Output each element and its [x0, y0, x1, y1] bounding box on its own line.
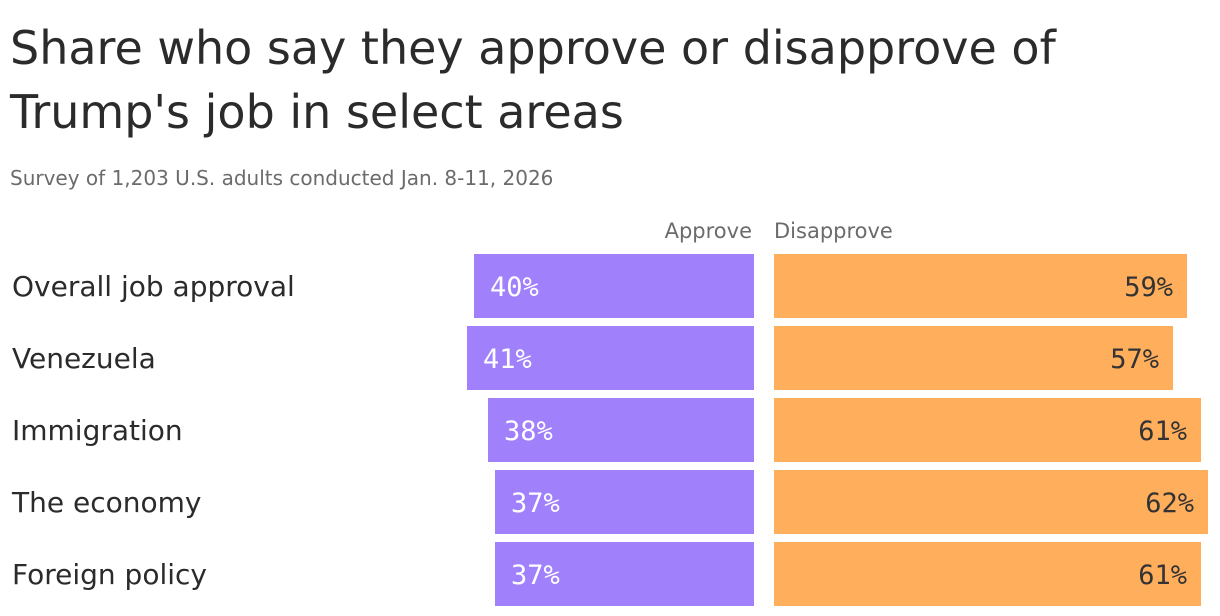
disapprove-header: Disapprove	[774, 219, 893, 243]
approve-bar	[495, 542, 754, 606]
disapprove-bar	[774, 254, 1187, 318]
category-label: Overall job approval	[12, 270, 295, 303]
disapprove-value-label: 62%	[1145, 488, 1194, 519]
approve-bar	[467, 326, 754, 390]
approve-value-label: 37%	[511, 560, 560, 591]
category-label: The economy	[11, 486, 201, 519]
category-label: Venezuela	[12, 342, 156, 375]
approve-value-label: 38%	[504, 416, 553, 447]
chart-title: Share who say they approve or disapprove…	[10, 21, 1056, 139]
category-label: Foreign policy	[12, 558, 207, 591]
approve-bar	[488, 398, 754, 462]
approve-value-label: 41%	[483, 344, 532, 375]
disapprove-value-label: 61%	[1138, 560, 1187, 591]
disapprove-bar	[774, 542, 1201, 606]
diverging-bar-chart: Approve Disapprove Overall job approval 40%…	[11, 219, 1208, 606]
disapprove-bar	[774, 470, 1208, 534]
disapprove-value-label: 57%	[1110, 344, 1159, 375]
disapprove-bar	[774, 326, 1173, 390]
approve-bar	[495, 470, 754, 534]
category-label: Immigration	[12, 414, 183, 447]
disapprove-value-label: 59%	[1124, 272, 1173, 303]
chart-subtitle: Survey of 1,203 U.S. adults conducted Ja…	[10, 166, 554, 190]
approve-value-label: 37%	[511, 488, 560, 519]
disapprove-bar	[774, 398, 1201, 462]
approve-value-label: 40%	[490, 272, 539, 303]
disapprove-value-label: 61%	[1138, 416, 1187, 447]
approve-bar	[474, 254, 754, 318]
approve-header: Approve	[665, 219, 752, 243]
